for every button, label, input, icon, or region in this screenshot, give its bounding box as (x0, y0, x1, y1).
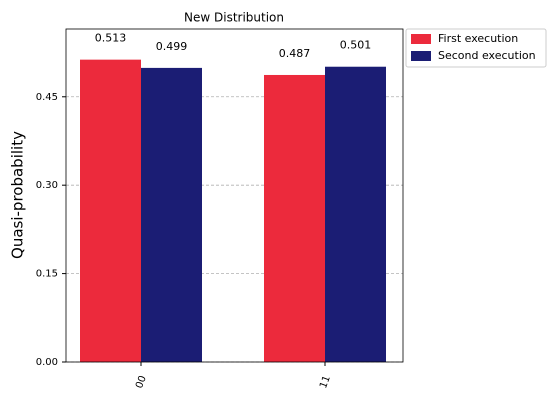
legend-label: First execution (438, 32, 518, 45)
value-label: 0.501 (340, 39, 372, 52)
value-label: 0.499 (156, 40, 188, 53)
bar (80, 59, 141, 362)
y-tick-label: 0.45 (36, 92, 58, 103)
value-label: 0.487 (279, 47, 311, 60)
bar (325, 66, 386, 363)
chart-title: New Distribution (184, 11, 284, 25)
legend-swatch (411, 34, 431, 44)
legend-box (405, 28, 547, 68)
plot-frame (65, 28, 404, 363)
y-tick-label: 0.15 (36, 269, 58, 280)
legend-swatch (411, 51, 431, 61)
y-tick-label: 0.00 (36, 357, 58, 368)
y-tick-label: 0.30 (36, 180, 58, 191)
x-tick-label: 11 (318, 374, 333, 390)
legend-label: Second execution (438, 49, 536, 62)
y-axis-label: Quasi-probability (9, 131, 27, 259)
x-tick-label: 00 (134, 374, 149, 390)
value-label: 0.513 (95, 32, 127, 45)
bar (141, 67, 202, 363)
bar (264, 74, 325, 362)
